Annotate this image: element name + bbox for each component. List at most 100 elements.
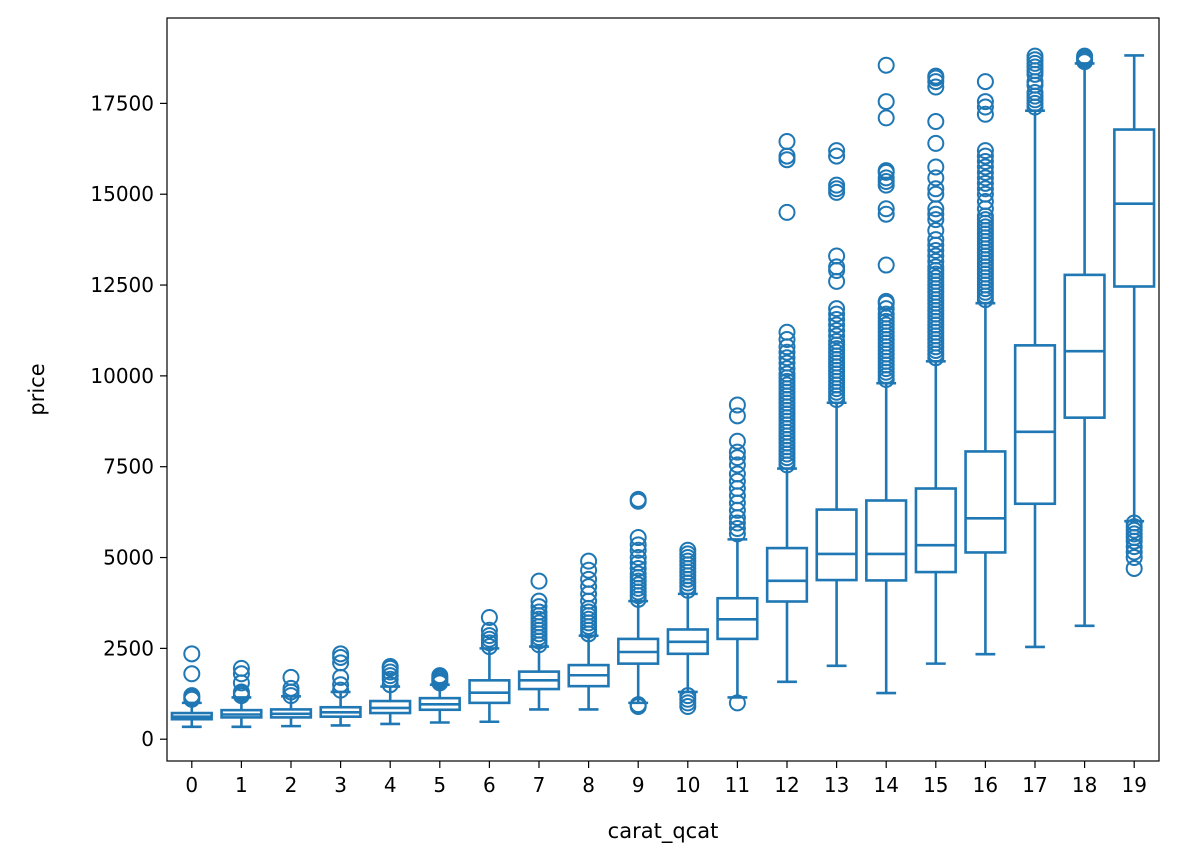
outlier-point (728, 449, 746, 467)
outlier-point (976, 105, 994, 123)
outlier-point (580, 552, 598, 570)
outlier-point (877, 256, 895, 274)
outlier-point (976, 147, 994, 165)
outlier-point (728, 456, 746, 474)
outlier-point (828, 258, 846, 276)
outlier-point (1026, 83, 1044, 101)
x-tick-label: 18 (1072, 773, 1097, 797)
y-axis: 0 2500 5000 7500 10000 12500 15000 17500 (90, 91, 167, 751)
outlier-point (629, 565, 647, 583)
outlier-point (778, 343, 796, 361)
outlier-point (332, 645, 350, 663)
outlier-point (480, 608, 498, 626)
outlier-point (580, 570, 598, 588)
outlier-point (828, 305, 846, 323)
outlier-point (976, 153, 994, 171)
plot-frame (166, 17, 1160, 762)
box-group (1063, 47, 1106, 628)
box-group (319, 645, 362, 727)
outlier-point (976, 98, 994, 116)
outlier-point (232, 683, 250, 701)
box (914, 487, 957, 574)
outlier-point (976, 174, 994, 192)
box (964, 450, 1007, 554)
outlier-point (976, 185, 994, 203)
y-tick-label: 15000 (90, 182, 154, 206)
outlier-point (679, 541, 697, 559)
plot-area (167, 18, 1159, 761)
box-group (964, 73, 1007, 656)
outlier-point (629, 549, 647, 567)
outlier-point (976, 180, 994, 198)
outlier-point (778, 365, 796, 383)
outlier-point (679, 687, 697, 705)
outlier-point (728, 694, 746, 712)
box-group (716, 396, 759, 712)
outlier-point (778, 323, 796, 341)
outlier-point (976, 73, 994, 91)
outlier-point (728, 465, 746, 483)
outlier-point (728, 519, 746, 537)
x-tick-label: 11 (725, 773, 750, 797)
outlier-point (728, 443, 746, 461)
x-tick-label: 19 (1121, 773, 1146, 797)
outlier-point (877, 292, 895, 310)
outlier-point (1026, 47, 1044, 65)
box-group (220, 659, 263, 729)
y-tick-label: 17500 (90, 91, 154, 115)
outlier-point (580, 561, 598, 579)
box (765, 546, 809, 603)
box-group (765, 133, 809, 684)
outlier-point (580, 578, 598, 596)
outlier-point (778, 331, 796, 349)
outlier-point (927, 252, 945, 270)
outlier-point (927, 78, 945, 96)
outlier-point (828, 316, 846, 334)
outlier-point (1125, 514, 1143, 532)
x-tick-label: 15 (923, 773, 948, 797)
x-axis-label: carat_qcat (608, 819, 719, 844)
outlier-point (530, 572, 548, 590)
outlier-point (877, 305, 895, 323)
outlier-point (629, 529, 647, 547)
x-tick-label: 8 (582, 773, 595, 797)
outlier-point (927, 113, 945, 131)
outlier-point (877, 300, 895, 318)
y-tick-label: 10000 (90, 364, 154, 388)
outlier-point (728, 514, 746, 532)
outlier-point (927, 134, 945, 152)
outlier-point (1125, 549, 1143, 567)
outlier-point (828, 176, 846, 194)
outlier-point (927, 67, 945, 85)
y-axis-label: price (25, 363, 49, 415)
outlier-point (877, 162, 895, 180)
outlier-point (828, 332, 846, 350)
box-group (269, 668, 313, 728)
outlier-point (778, 354, 796, 372)
x-tick-label: 12 (774, 773, 799, 797)
outlier-point (828, 247, 846, 265)
outlier-point (778, 349, 796, 367)
x-tick-label: 7 (533, 773, 546, 797)
x-axis: 0 1 2 3 4 5 6 7 8 9 10 11 12 13 14 15 16 17 18 19 (185, 761, 1147, 797)
outlier-point (232, 665, 250, 683)
outlier-point (530, 603, 548, 621)
outlier-point (778, 203, 796, 221)
box-group (666, 541, 709, 716)
x-tick-label: 6 (483, 773, 496, 797)
outlier-point (976, 163, 994, 181)
outlier-point (332, 681, 350, 699)
outlier-point (183, 645, 201, 663)
outlier-point (976, 158, 994, 176)
outlier-point (778, 133, 796, 151)
outlier-point (877, 205, 895, 223)
outlier-point (728, 407, 746, 425)
box (865, 499, 908, 582)
outlier-point (728, 525, 746, 543)
outlier-point (877, 169, 895, 187)
box-group (1113, 54, 1156, 577)
outlier-point (728, 472, 746, 490)
box-group (1013, 47, 1057, 649)
